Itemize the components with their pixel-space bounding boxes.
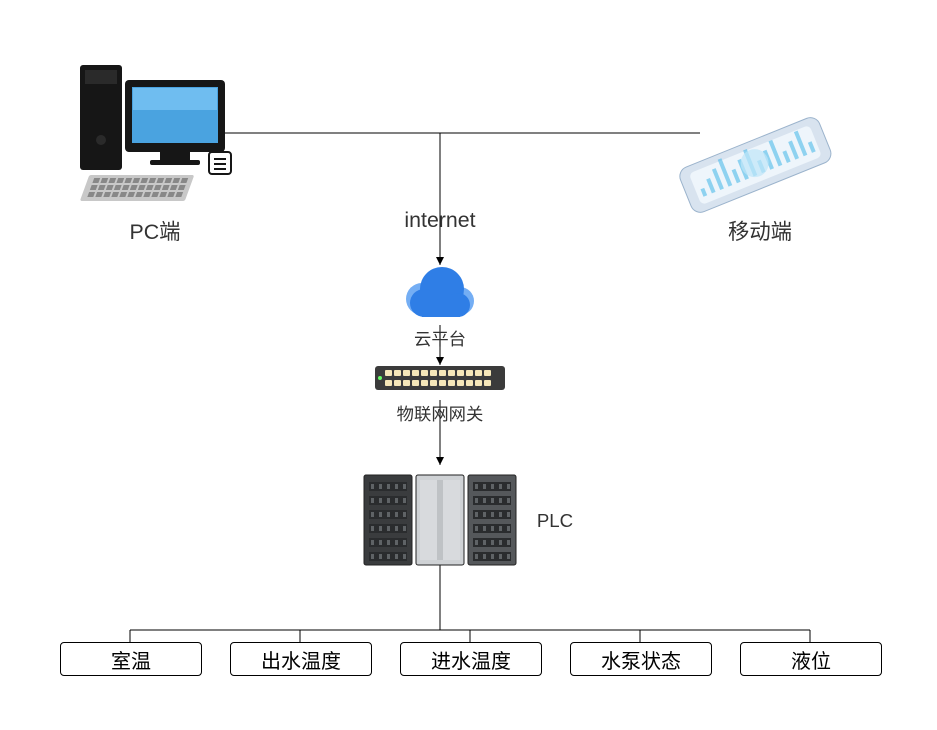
box-pump-status-label: 水泵状态 [601, 645, 681, 674]
cloud-icon [406, 267, 474, 317]
box-room-temp: 室温 [60, 642, 202, 676]
box-out-temp-label: 出水温度 [261, 645, 341, 674]
plc-label: PLC [530, 510, 580, 532]
box-in-temp-label: 进水温度 [431, 645, 511, 674]
box-level-label: 液位 [791, 645, 831, 674]
mobile-label: 移动端 [715, 215, 805, 246]
box-level: 液位 [740, 642, 882, 676]
box-out-temp: 出水温度 [230, 642, 372, 676]
pc-icon [80, 65, 231, 201]
internet-label: internet [400, 208, 480, 233]
box-room-temp-label: 室温 [111, 645, 151, 674]
mobile-icon [677, 115, 834, 216]
box-in-temp: 进水温度 [400, 642, 542, 676]
diagram-canvas [0, 0, 937, 730]
cloud-label: 云平台 [410, 325, 470, 350]
gateway-icon [375, 366, 505, 390]
pc-label: PC端 [110, 215, 200, 246]
box-pump-status: 水泵状态 [570, 642, 712, 676]
plc-icon [364, 475, 516, 565]
gateway-label: 物联网网关 [392, 400, 488, 425]
